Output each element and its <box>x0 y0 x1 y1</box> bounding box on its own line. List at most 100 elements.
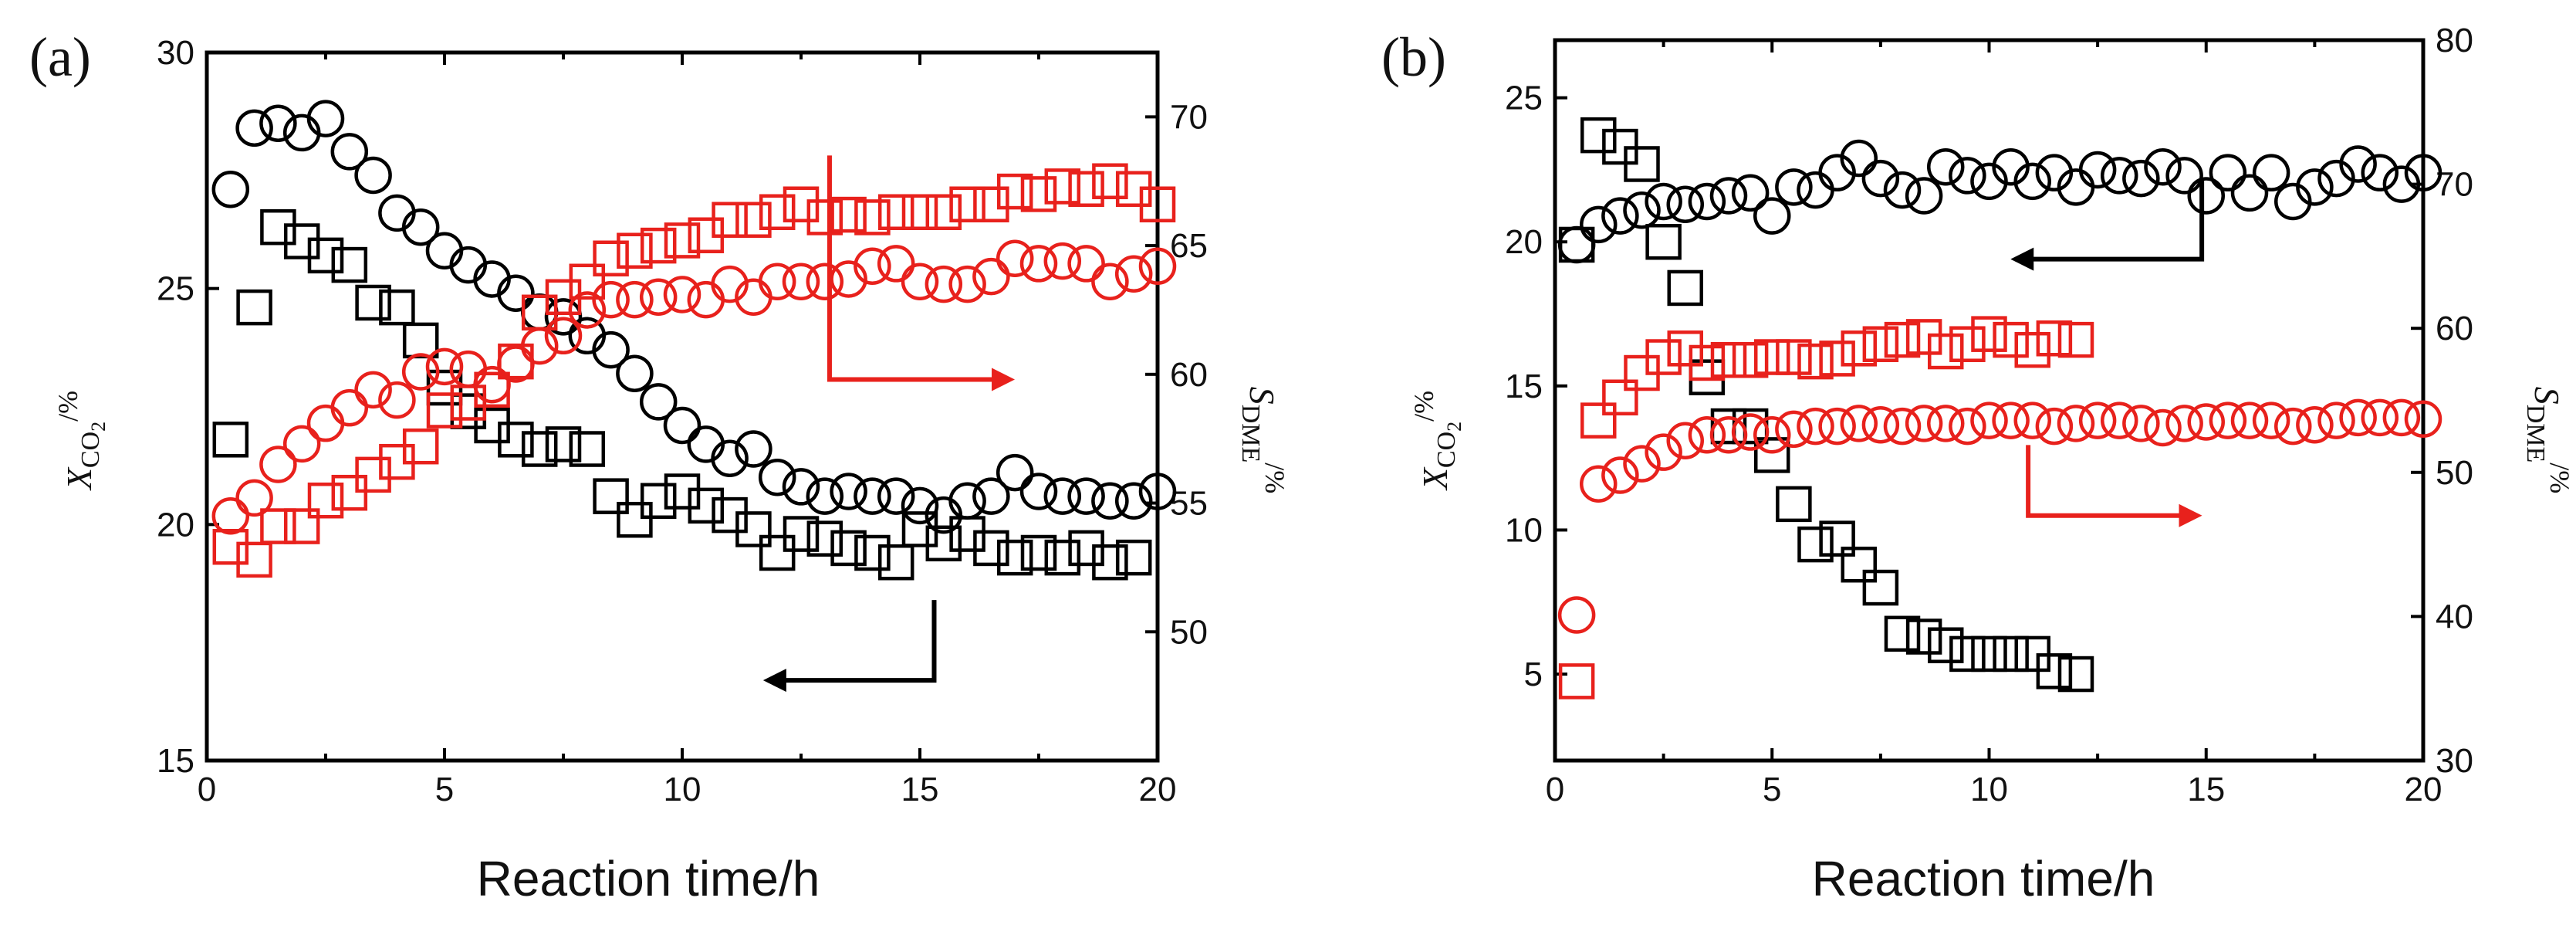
data-point-circle <box>2122 405 2160 442</box>
data-point-circle <box>2165 405 2203 442</box>
data-point-square <box>735 511 772 547</box>
data-point-square <box>2057 321 2094 358</box>
data-point-square <box>664 473 701 510</box>
y-left-tick-label: 20 <box>1505 223 1543 261</box>
data-point-square <box>617 232 653 269</box>
data-point-square <box>1862 326 1899 362</box>
data-point-circle <box>663 406 701 445</box>
x-tick-label: 10 <box>664 771 701 808</box>
data-point-circle <box>1091 263 1129 301</box>
data-point-square <box>307 482 344 519</box>
data-point-square <box>450 385 487 421</box>
data-point-square <box>1819 341 1855 377</box>
data-point-circle <box>1067 477 1105 515</box>
data-point-circle <box>425 347 464 386</box>
data-point-square <box>1905 618 1942 655</box>
data-point-square <box>236 289 272 326</box>
panel-a-ylabel-right-main: S <box>1242 387 1282 405</box>
data-point-circle <box>663 276 701 313</box>
x-tick-label: 0 <box>198 771 216 808</box>
y-left-tick-label: 20 <box>157 506 194 544</box>
panel-b-ylabel-right-unit: /% <box>2544 462 2575 493</box>
data-point-square <box>1689 344 1726 381</box>
data-point-circle <box>616 354 654 392</box>
data-point-square <box>402 322 439 359</box>
data-point-circle <box>1970 402 2008 439</box>
data-point-square <box>426 392 463 429</box>
data-point-square <box>1710 342 1747 378</box>
data-point-square <box>569 431 606 467</box>
data-point-circle <box>2252 402 2290 439</box>
data-point-circle <box>1019 473 1058 510</box>
data-point-circle <box>1905 177 1943 215</box>
data-point-circle <box>806 477 844 515</box>
data-point-square <box>236 541 272 578</box>
data-point-square <box>877 194 914 230</box>
data-point-square <box>640 483 677 520</box>
data-point-square <box>2036 320 2073 357</box>
data-point-circle <box>1753 197 1791 235</box>
data-point-circle <box>854 477 891 515</box>
data-point-circle <box>1601 197 1639 235</box>
data-point-square <box>1905 319 1942 355</box>
data-point-square <box>545 426 582 462</box>
data-point-circle <box>330 388 369 427</box>
data-point-circle <box>901 263 939 301</box>
data-point-square <box>688 487 725 524</box>
data-point-circle <box>782 468 820 506</box>
data-point-circle <box>1043 242 1082 280</box>
data-point-circle <box>2187 403 2225 441</box>
data-point-circle <box>544 317 583 355</box>
data-point-circle <box>401 353 440 391</box>
data-point-circle <box>1645 182 1682 221</box>
data-point-circle <box>1797 171 1834 209</box>
data-point-circle <box>2035 154 2074 191</box>
data-point-circle <box>2101 402 2138 439</box>
data-point-square <box>283 223 320 259</box>
data-point-square <box>402 428 439 465</box>
data-point-circle <box>2187 177 2225 215</box>
data-point-square <box>521 431 558 467</box>
y-left-tick-label: 30 <box>157 34 194 72</box>
data-point-circle <box>1775 168 1813 206</box>
data-point-square <box>1044 539 1081 576</box>
panel-b-ylabel-left: XCO2 /% <box>1408 391 1465 491</box>
data-point-circle <box>1019 245 1058 283</box>
data-point-square <box>806 199 843 235</box>
data-point-circle <box>1580 205 1618 244</box>
data-point-square <box>759 194 796 230</box>
data-point-circle <box>1709 416 1748 454</box>
data-point-square <box>996 539 1033 576</box>
data-point-circle <box>282 425 321 463</box>
data-point-circle <box>1645 433 1682 471</box>
y-right-tick-label: 80 <box>2436 22 2473 59</box>
data-point-circle <box>1840 405 1878 442</box>
data-point-circle <box>2230 402 2269 439</box>
data-point-square <box>1776 339 1812 375</box>
data-point-circle <box>449 350 488 388</box>
data-point-circle <box>2035 407 2074 446</box>
panel-a-ylabel-left-sub: CO <box>76 432 105 468</box>
data-point-square <box>593 240 629 277</box>
data-point-circle <box>2382 165 2421 203</box>
data-point-circle <box>639 383 678 421</box>
data-point-square <box>498 343 534 380</box>
data-point-square <box>2057 656 2094 693</box>
data-point-circle <box>830 473 867 510</box>
data-point-circle <box>1091 482 1129 520</box>
data-point-circle <box>2296 168 2334 206</box>
data-point-circle <box>2078 151 2117 189</box>
panel-a-xlabel: Reaction time/h <box>477 851 820 906</box>
data-point-circle <box>1905 405 1943 442</box>
data-point-square <box>1884 615 1921 652</box>
data-point-square <box>1580 402 1617 439</box>
panel-b-xlabel: Reaction time/h <box>1812 851 2155 906</box>
panel-b-ylabel-right: SDME/% <box>2521 387 2575 494</box>
data-point-square <box>1841 546 1877 583</box>
y-left-tick-label: 25 <box>1505 80 1543 117</box>
data-point-square <box>712 202 748 238</box>
data-point-square <box>1797 343 1834 380</box>
data-point-square <box>925 525 962 562</box>
